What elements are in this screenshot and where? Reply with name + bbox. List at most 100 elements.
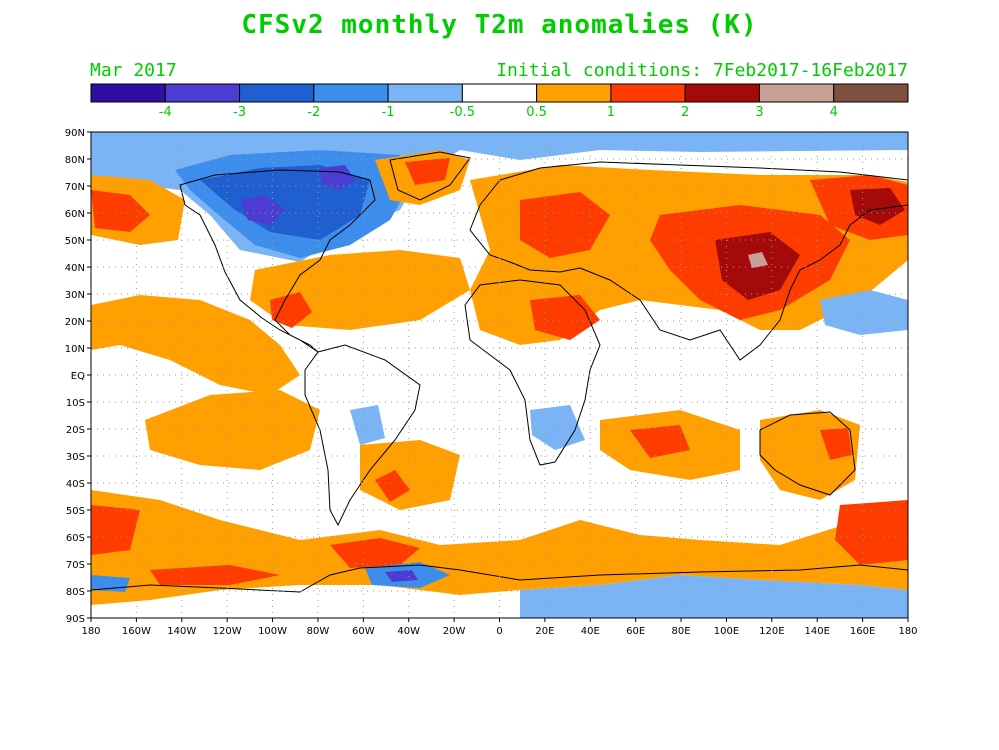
colorbar-bin-7 [610, 83, 686, 103]
mongolia-extreme-warm [748, 252, 768, 268]
colorbar-label: 2 [681, 105, 689, 120]
lat-label: 10S [66, 398, 85, 409]
lat-label: 30S [66, 452, 85, 463]
colorbar-label: 3 [755, 105, 763, 120]
eurasia-outline [469, 161, 908, 361]
lon-label: 60W [352, 626, 375, 637]
weddell-core-cold [385, 570, 418, 582]
colorbar-bin-1 [164, 83, 241, 103]
southern-ocean-warm [91, 490, 908, 605]
lon-label: 180 [81, 626, 100, 637]
pacific-warm [91, 295, 300, 395]
colorbar-label: 4 [830, 105, 838, 120]
colorbar-bin-3 [313, 83, 389, 103]
colorbar-bin-2 [239, 83, 315, 103]
lat-label: 60S [66, 533, 85, 544]
lon-label: 160W [122, 626, 151, 637]
lon-label: 100E [714, 626, 739, 637]
alaska-warm-core [91, 190, 150, 232]
lon-label: 40W [397, 626, 420, 637]
colorbar-label: -4 [159, 105, 172, 120]
lon-label: 140W [167, 626, 196, 637]
lon-label: 120W [213, 626, 242, 637]
antarctic-cold [520, 575, 908, 618]
africa-outline [464, 279, 601, 466]
indian-ocean-warm-core [630, 425, 690, 458]
west-pacific-cold [820, 290, 908, 335]
lon-label: 100W [258, 626, 287, 637]
south-america-outline [304, 344, 421, 527]
colorbar-label: 0.5 [526, 105, 547, 120]
lat-label: EQ [71, 371, 85, 382]
map-panel [91, 132, 908, 618]
colorbar [90, 83, 909, 103]
colorbar-label: -1 [382, 105, 395, 120]
australia-outline [759, 411, 856, 496]
colorbar-bin-9 [758, 83, 835, 103]
colorbar-bin-8 [684, 83, 760, 103]
lat-label: 10N [65, 344, 85, 355]
lat-label: 80N [65, 155, 85, 166]
anomaly-shading [91, 132, 908, 618]
europe-warm-core [520, 192, 610, 258]
south-indian-south-warm [835, 500, 908, 565]
lon-label: 40E [581, 626, 600, 637]
colorbar-label: -3 [233, 105, 246, 120]
lon-label: 180 [898, 626, 917, 637]
antarctica-outline [91, 564, 908, 593]
colorbar-labels: -4 -3 -2 -1 -0.5 0.5 1 2 3 4 [159, 105, 838, 120]
north-africa-warm [530, 295, 600, 340]
continent-outlines [91, 151, 908, 593]
latitude-axis: 90N 80N 70N 60N 50N 40N 30N 20N 10N EQ 10S 20S 30S 40… [65, 128, 91, 625]
south-africa-cold [530, 405, 585, 450]
greenland-outline [389, 151, 471, 201]
lat-label: 70N [65, 182, 85, 193]
colorbar-bin-10 [833, 83, 909, 103]
lon-label: 80E [672, 626, 691, 637]
colorbar-bin-4 [387, 83, 463, 103]
ross-sea-warm [150, 565, 280, 585]
south-pacific-south-warm [91, 505, 140, 555]
gridlines [91, 132, 908, 618]
south-pacific-warm [145, 390, 320, 470]
lat-label: 20S [66, 425, 85, 436]
longitude-axis: 180 160W 140W 120W 100W 80W 60W 40W 20W 0 20E 40E 60… [81, 618, 918, 637]
colorbar-label: -2 [307, 105, 320, 120]
south-america-cold [350, 405, 385, 445]
gulf-warm-core [270, 292, 312, 328]
valid-month: Mar 2017 [90, 60, 177, 81]
colorbar-bin-6 [536, 83, 612, 103]
lon-label: 20W [443, 626, 466, 637]
hudson-bay-cold [240, 195, 285, 225]
lat-label: 20N [65, 317, 85, 328]
australia-warm-core [820, 428, 852, 460]
lat-label: 50S [66, 506, 85, 517]
lat-label: 70S [66, 560, 85, 571]
lat-label: 90N [65, 128, 85, 139]
colorbar-label: -0.5 [450, 105, 475, 120]
lon-label: 20E [535, 626, 554, 637]
initial-conditions: Initial conditions: 7Feb2017-16Feb2017 [496, 60, 908, 81]
lon-label: 60E [626, 626, 645, 637]
lat-label: 60N [65, 209, 85, 220]
lon-label: 140E [805, 626, 830, 637]
lon-label: 0 [496, 626, 502, 637]
lat-label: 80S [66, 587, 85, 598]
colorbar-label: 1 [607, 105, 615, 120]
colorbar-bin-5 [461, 83, 538, 103]
map-title: CFSv2 monthly T2m anomalies (K) [241, 10, 758, 40]
lat-label: 40N [65, 263, 85, 274]
drake-passage-warm [330, 538, 420, 568]
lat-label: 40S [66, 479, 85, 490]
south-atlantic-warm-core [375, 470, 410, 502]
colorbar-bin-0 [90, 83, 166, 103]
lat-label: 90S [66, 614, 85, 625]
lat-label: 50N [65, 236, 85, 247]
lon-label: 120E [759, 626, 784, 637]
siberia-deep-warm [850, 188, 905, 225]
lat-label: 30N [65, 290, 85, 301]
lon-label: 80W [307, 626, 330, 637]
lon-label: 160E [850, 626, 875, 637]
greenland-warm-core [405, 158, 450, 185]
